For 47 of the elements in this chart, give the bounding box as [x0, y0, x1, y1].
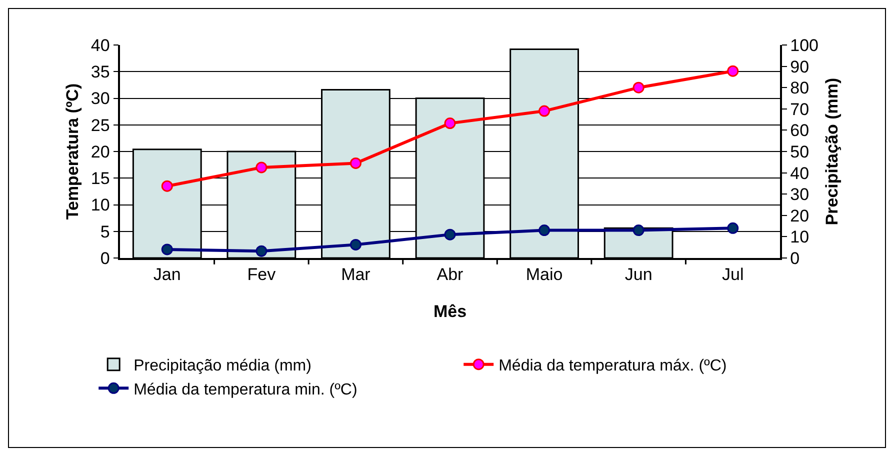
legend-label: Média da temperatura min. (ºC) [134, 381, 358, 398]
point [444, 228, 456, 240]
y2-tick-label: 20 [790, 206, 810, 226]
y-tick-label: 0 [100, 248, 110, 268]
y2-tick-label: 50 [790, 142, 810, 162]
x-tick-label: Mar [341, 265, 371, 284]
x-axis-title: Mês [433, 302, 467, 322]
point [350, 238, 362, 250]
y2-tick-label: 80 [790, 78, 810, 98]
y-axis-title: Temperatura (ºC) [62, 83, 82, 220]
y2-tick-label: 70 [790, 100, 810, 119]
y-tick-label: 10 [90, 196, 110, 215]
y-tick-label: 20 [90, 142, 110, 162]
y2-tick-label: 100 [790, 36, 819, 55]
point [727, 222, 739, 234]
x-tick-label: Jan [153, 265, 181, 284]
y2-tick-label: 90 [790, 57, 810, 76]
x-tick-label: Abr [436, 265, 464, 284]
point [161, 244, 173, 256]
y-tick-label: 40 [90, 36, 110, 55]
y2-tick-label: 40 [790, 164, 810, 183]
y-tick-label: 25 [90, 116, 110, 135]
y-tick-label: 35 [90, 62, 110, 82]
point [538, 224, 550, 236]
point [444, 118, 456, 130]
x-tick-label: Jun [624, 265, 652, 284]
x-tick-label: Maio [526, 265, 563, 284]
y-tick-label: 30 [90, 89, 110, 108]
y2-tick-label: 30 [790, 185, 810, 204]
y2-axis-title: Precipitação (mm) [822, 78, 842, 226]
point [727, 65, 739, 77]
point [350, 157, 362, 169]
x-tick-label: Jul [722, 265, 744, 284]
point [256, 162, 268, 174]
point [632, 82, 644, 94]
y2-tick-label: 10 [790, 228, 810, 247]
legend-label: Média da temperatura máx. (ºC) [498, 358, 727, 375]
point [256, 245, 268, 257]
y2-tick-label: 60 [790, 121, 810, 140]
point [632, 224, 644, 236]
point [538, 105, 550, 117]
y2-tick-label: 0 [790, 248, 800, 268]
y-tick-label: 15 [90, 169, 110, 188]
y-tick-label: 5 [100, 222, 110, 242]
x-tick-label: Fev [247, 265, 276, 284]
point [161, 180, 173, 192]
legend-label: Precipitação média (mm) [134, 358, 312, 375]
